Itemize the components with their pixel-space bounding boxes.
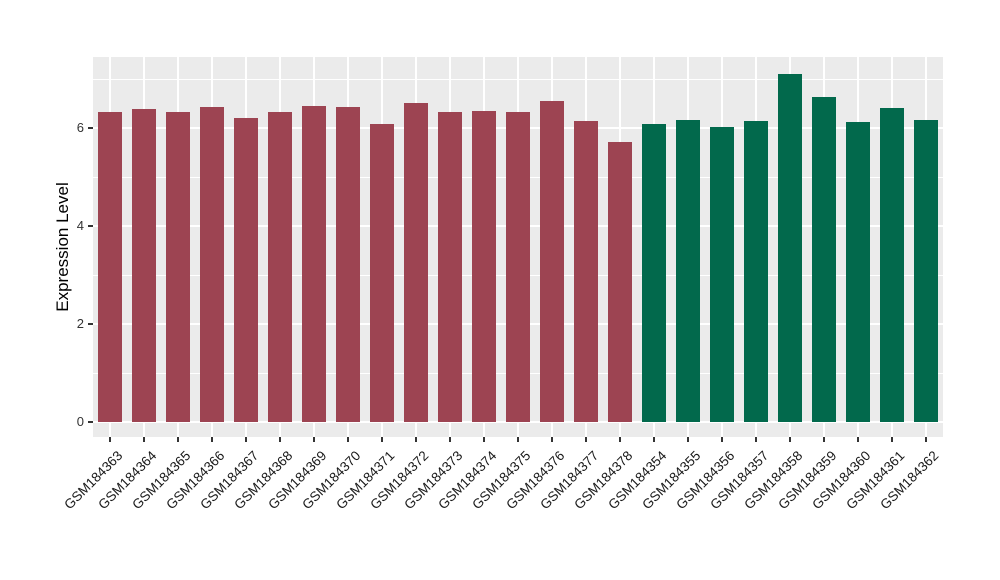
- x-tick-GSM184354: [653, 437, 655, 442]
- y-axis-title: Expression Level: [53, 182, 72, 312]
- x-tick-GSM184372: [415, 437, 417, 442]
- x-tick-GSM184360: [857, 437, 859, 442]
- bar-GSM184358: [778, 74, 802, 422]
- bar-GSM184359: [812, 96, 836, 422]
- y-tick-label-0: 0: [76, 414, 84, 429]
- bar-GSM184377: [574, 121, 598, 422]
- x-tick-GSM184363: [109, 437, 111, 442]
- x-tick-GSM184358: [789, 437, 791, 442]
- x-tick-GSM184359: [823, 437, 825, 442]
- x-tick-GSM184376: [551, 437, 553, 442]
- x-tick-GSM184366: [211, 437, 213, 442]
- bar-GSM184371: [370, 124, 394, 422]
- x-tick-GSM184378: [619, 437, 621, 442]
- bar-GSM184368: [268, 111, 292, 422]
- bar-GSM184361: [880, 108, 904, 422]
- y-tick-4: [88, 225, 93, 227]
- y-tick-label-6: 6: [76, 120, 84, 135]
- bar-GSM184375: [506, 111, 530, 422]
- bar-GSM184373: [438, 112, 462, 422]
- y-tick-label-2: 2: [76, 316, 84, 331]
- bar-GSM184356: [710, 126, 734, 422]
- x-tick-GSM184356: [721, 437, 723, 442]
- y-tick-label-4: 4: [76, 218, 84, 233]
- bar-GSM184366: [200, 106, 224, 422]
- y-tick-2: [88, 323, 93, 325]
- x-tick-GSM184371: [381, 437, 383, 442]
- x-tick-GSM184362: [925, 437, 927, 442]
- plot-panel: [93, 57, 943, 437]
- bar-GSM184362: [914, 119, 938, 422]
- x-tick-GSM184361: [891, 437, 893, 442]
- bar-GSM184364: [132, 109, 156, 422]
- bar-GSM184360: [846, 122, 870, 422]
- bar-GSM184369: [302, 105, 326, 422]
- x-tick-GSM184375: [517, 437, 519, 442]
- y-tick-0: [88, 421, 93, 423]
- x-tick-GSM184370: [347, 437, 349, 442]
- x-tick-GSM184367: [245, 437, 247, 442]
- bar-GSM184372: [404, 102, 428, 422]
- x-tick-GSM184357: [755, 437, 757, 442]
- bar-GSM184355: [676, 120, 700, 422]
- bar-GSM184367: [234, 118, 258, 422]
- x-tick-GSM184373: [449, 437, 451, 442]
- bar-GSM184376: [540, 101, 564, 422]
- bar-GSM184378: [608, 142, 632, 422]
- x-tick-GSM184377: [585, 437, 587, 442]
- bar-GSM184365: [166, 112, 190, 422]
- x-tick-GSM184355: [687, 437, 689, 442]
- y-tick-6: [88, 127, 93, 129]
- bar-GSM184363: [98, 111, 122, 422]
- x-tick-GSM184368: [279, 437, 281, 442]
- bar-GSM184357: [744, 120, 768, 422]
- bar-GSM184354: [642, 124, 666, 422]
- x-tick-GSM184365: [177, 437, 179, 442]
- x-tick-GSM184364: [143, 437, 145, 442]
- x-tick-GSM184374: [483, 437, 485, 442]
- bar-GSM184374: [472, 110, 496, 422]
- x-tick-GSM184369: [313, 437, 315, 442]
- bar-GSM184370: [336, 107, 360, 422]
